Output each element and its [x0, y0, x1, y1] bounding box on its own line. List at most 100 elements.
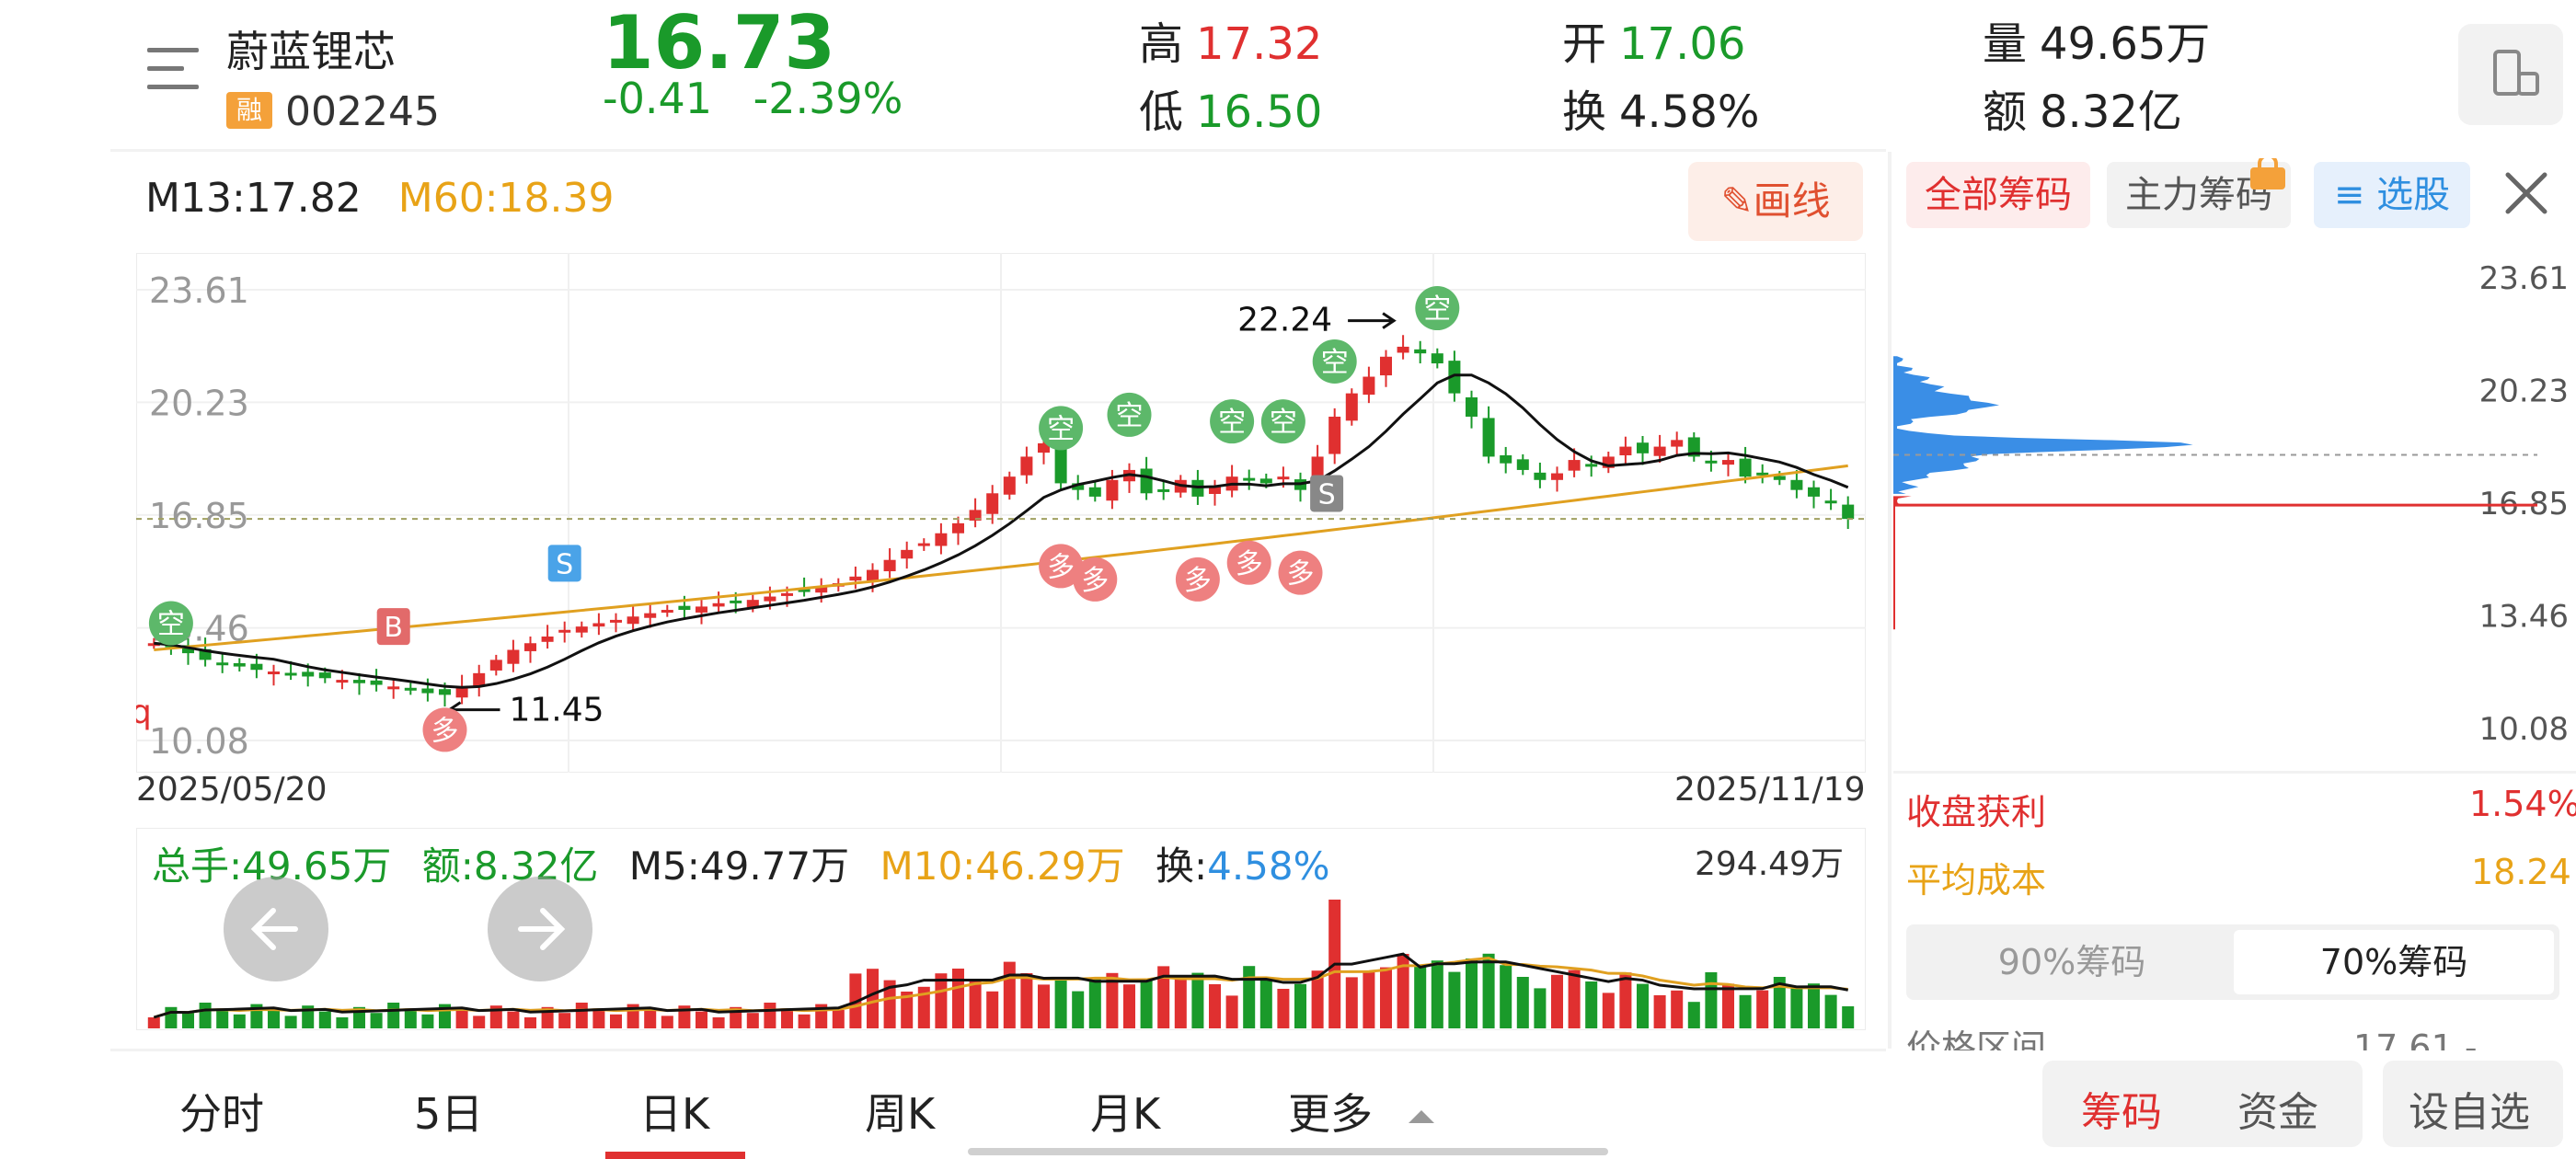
volume-bar — [575, 1003, 588, 1028]
signal-short-label: 空 — [1423, 293, 1451, 326]
tab-daily-k[interactable]: 日K — [639, 1089, 710, 1139]
tab-stock-picker[interactable]: ≡ 选股 — [2314, 162, 2470, 228]
tab-main-chips[interactable]: 主力筹码 — [2107, 158, 2291, 228]
volume-bar — [1345, 977, 1358, 1028]
candle-body — [917, 543, 930, 546]
volume-max: 294.49万 — [1695, 845, 1844, 883]
volume-bar — [421, 1014, 434, 1028]
price-tick-label: 16.85 — [149, 496, 249, 536]
candle-body — [318, 672, 331, 679]
volume-bar — [917, 986, 930, 1028]
candle-body — [1448, 361, 1461, 394]
chip-90-option[interactable]: 90%筹码 — [1997, 942, 2146, 982]
close-profit-value: 1.54% — [2469, 784, 2576, 824]
volume-bar — [1294, 983, 1307, 1028]
signal-short-shape — [1260, 399, 1305, 444]
candle-body — [575, 626, 588, 633]
chips-button[interactable]: 筹码 — [2081, 1089, 2162, 1136]
stock-code: 002245 — [285, 88, 440, 135]
close-panel-button[interactable] — [2499, 166, 2554, 221]
low-price-annotation: 11.45 — [510, 692, 604, 729]
price-change: -0.41 -2.39% — [603, 74, 903, 123]
menu-icon[interactable] — [147, 48, 199, 92]
lock-icon — [2250, 158, 2285, 189]
funds-button[interactable]: 资金 — [2237, 1089, 2318, 1136]
volume-chart[interactable] — [136, 828, 1866, 1030]
candle-body — [764, 596, 776, 602]
tab-all-chips[interactable]: 全部筹码 — [1906, 162, 2090, 228]
chip-70-option[interactable]: 70%筹码 — [2234, 930, 2554, 994]
volume-bar — [798, 1014, 811, 1028]
candle-body — [1414, 349, 1427, 354]
signal-long-shape — [1226, 540, 1271, 585]
volume-bar — [1824, 994, 1837, 1028]
volume-bar — [1208, 984, 1222, 1028]
candle-body — [352, 680, 366, 683]
candle-body — [370, 680, 383, 685]
candle-body — [1500, 454, 1512, 464]
signal-buy: B — [376, 608, 410, 646]
ma13-line — [154, 373, 1849, 689]
signal-short-shape — [1039, 406, 1084, 451]
scroll-left-button[interactable] — [224, 877, 328, 981]
candle-body — [1088, 487, 1101, 497]
volume-bar — [1739, 994, 1752, 1028]
candle-body — [798, 589, 811, 592]
margin-badge: 融 — [226, 92, 272, 129]
candle-body — [387, 686, 400, 690]
volume-bar — [1842, 1006, 1855, 1028]
volume-bar — [1534, 988, 1547, 1028]
tab-monthly-k[interactable]: 月K — [1090, 1089, 1161, 1139]
volume-bar — [1259, 977, 1272, 1028]
draw-line-button[interactable]: ✎画线 — [1688, 162, 1863, 241]
add-watchlist-button[interactable]: 设自选 — [2409, 1089, 2530, 1136]
volume-bar — [523, 1017, 537, 1028]
scroll-indicator — [968, 1148, 1608, 1155]
candle-body — [1721, 460, 1735, 465]
signal-long: 多 — [1039, 544, 1084, 589]
landscape-toggle-button[interactable] — [2458, 24, 2563, 125]
candle-body — [1106, 479, 1119, 501]
avg-cost-label: 平均成本 — [1906, 860, 2047, 901]
quote-low: 低 16.50 — [1139, 86, 1323, 138]
volume-bar — [661, 1016, 673, 1028]
signal-long-shape — [1175, 557, 1220, 602]
volume-bar — [1721, 983, 1735, 1028]
stock-name[interactable]: 蔚蓝锂芯 — [226, 27, 396, 76]
candle-body — [815, 586, 828, 593]
volume-bar — [592, 1008, 605, 1028]
close-profit-label: 收盘获利 — [1906, 792, 2047, 832]
panel-divider — [1888, 152, 1892, 1049]
volume-bar — [558, 1013, 571, 1028]
volume-bar — [1807, 983, 1821, 1028]
signal-long-shape — [1278, 550, 1323, 595]
volume-bar — [1636, 983, 1650, 1028]
signal-long-label: 多 — [431, 715, 459, 747]
signal-long: 多 — [1226, 540, 1271, 585]
vol-m10-line — [153, 956, 1848, 1019]
volume-bar — [1020, 973, 1033, 1028]
quote-open: 开 17.06 — [1562, 18, 1746, 70]
tab-weekly-k[interactable]: 周K — [865, 1089, 936, 1139]
signal-short-shape — [1210, 399, 1255, 444]
candle-body — [678, 605, 691, 611]
candle-body — [1277, 476, 1290, 480]
bottom-segment: 筹码 资金 — [2042, 1061, 2363, 1147]
tab-5day[interactable]: 5日 — [414, 1089, 484, 1139]
tab-more[interactable]: 更多 — [1288, 1081, 1440, 1142]
candle-body — [284, 672, 297, 676]
volume-bar — [1140, 980, 1153, 1028]
candle-body — [1328, 416, 1341, 454]
ma-legend: M13:17.82 M60:18.39 — [145, 175, 615, 222]
candle-body — [1345, 393, 1358, 421]
vol-turn-value: 4.58% — [1207, 843, 1330, 889]
volume-bar — [1687, 1002, 1700, 1028]
scroll-right-button[interactable] — [488, 877, 592, 981]
candle-body — [302, 671, 315, 677]
tab-intraday[interactable]: 分时 — [179, 1089, 264, 1139]
volume-bar — [1790, 988, 1803, 1028]
volume-bar — [1773, 977, 1786, 1028]
signal-long-label: 多 — [1047, 551, 1075, 583]
